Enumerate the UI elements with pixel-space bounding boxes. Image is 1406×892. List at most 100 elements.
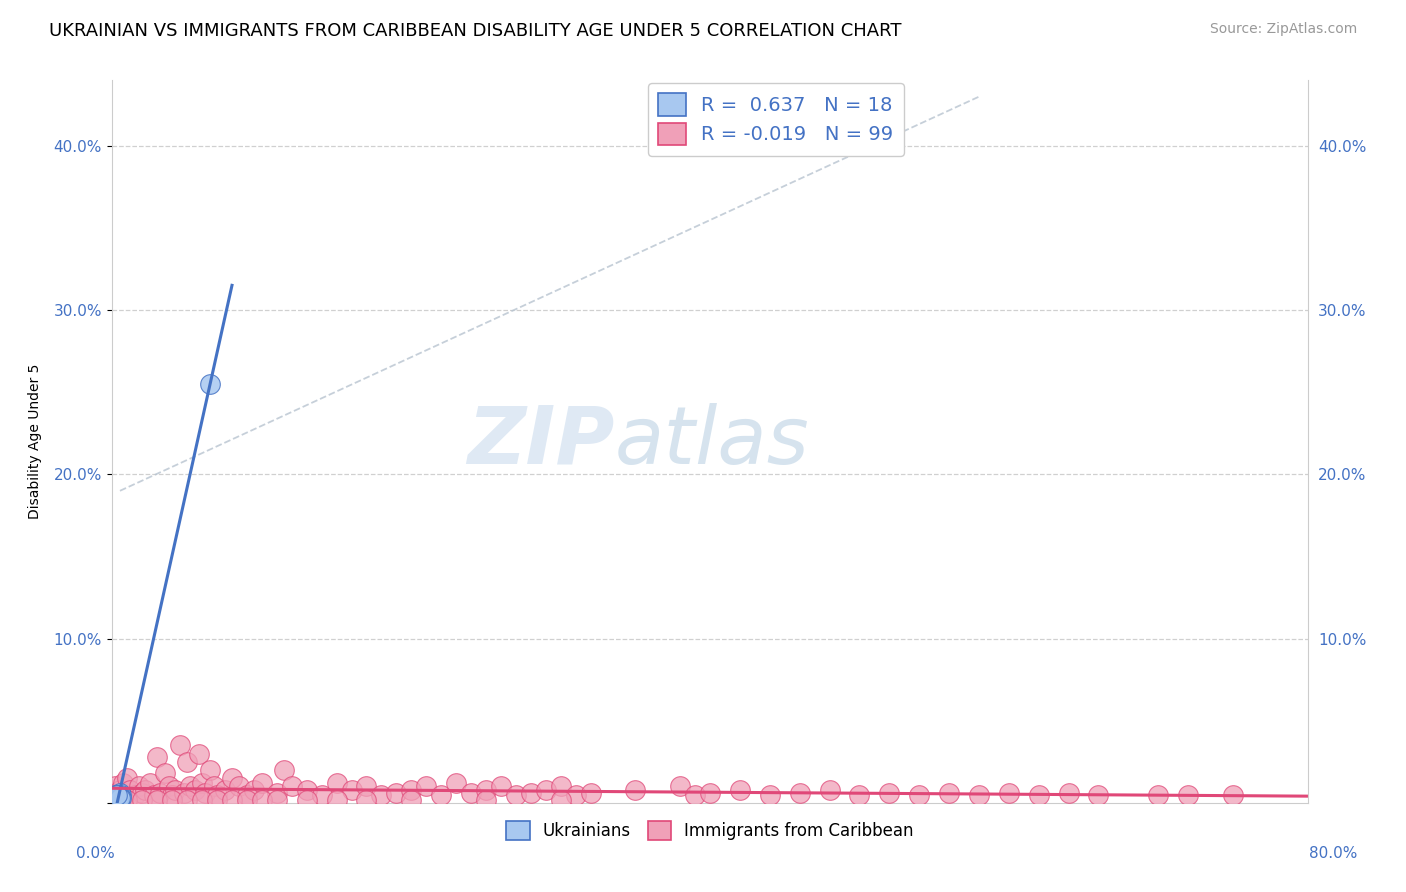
Point [848,788,870,802]
Point [107,789,129,804]
Point [385,786,408,800]
Point [108,786,131,800]
Point [107,790,129,805]
Point [460,786,482,800]
Point [250,792,273,806]
Text: ZIP: ZIP [467,402,614,481]
Point [105,790,128,805]
Point [1057,786,1080,800]
Point [131,792,153,806]
Point [356,792,378,806]
Point [131,786,153,800]
Point [789,786,811,800]
Point [110,790,132,805]
Point [475,792,498,806]
Point [205,792,228,806]
Point [108,790,131,805]
Point [169,739,191,753]
Point [157,780,180,794]
Point [998,786,1021,800]
Point [176,755,198,769]
Point [728,782,751,797]
Y-axis label: Disability Age Under 5: Disability Age Under 5 [28,364,42,519]
Point [183,782,205,797]
Text: UKRAINIAN VS IMMIGRANTS FROM CARIBBEAN DISABILITY AGE UNDER 5 CORRELATION CHART: UKRAINIAN VS IMMIGRANTS FROM CARIBBEAN D… [49,22,901,40]
Point [401,782,423,797]
Point [1087,788,1109,802]
Point [105,792,128,806]
Point [179,780,201,794]
Point [818,782,841,797]
Point [120,782,142,797]
Point [104,788,127,802]
Point [173,786,195,800]
Point [550,780,572,794]
Point [534,782,557,797]
Point [143,788,166,802]
Point [124,788,146,802]
Point [110,786,132,800]
Point [107,788,129,802]
Point [114,789,135,804]
Point [266,792,288,806]
Point [134,782,156,797]
Point [564,788,586,802]
Point [325,776,347,790]
Point [214,782,236,797]
Point [188,747,211,761]
Point [107,792,129,806]
Point [117,771,139,785]
Point [415,780,437,794]
Point [198,377,221,392]
Point [198,763,221,777]
Point [146,749,169,764]
Point [236,792,259,806]
Point [579,786,602,800]
Point [475,782,498,797]
Point [908,788,931,802]
Point [520,786,543,800]
Text: Source: ZipAtlas.com: Source: ZipAtlas.com [1209,22,1357,37]
Point [202,780,225,794]
Point [683,788,706,802]
Point [295,792,318,806]
Point [273,763,295,777]
Point [162,792,183,806]
Point [879,786,901,800]
Point [117,792,139,806]
Point [938,786,960,800]
Point [205,788,228,802]
Point [162,788,183,802]
Point [505,788,527,802]
Point [104,780,127,794]
Point [401,792,423,806]
Point [105,792,128,806]
Point [311,788,333,802]
Point [110,788,132,802]
Point [236,788,259,802]
Point [699,786,721,800]
Point [340,782,363,797]
Point [669,780,692,794]
Point [624,782,647,797]
Point [1028,788,1050,802]
Point [228,780,250,794]
Point [105,788,128,802]
Point [325,792,347,806]
Point [1177,788,1199,802]
Point [110,792,132,806]
Point [105,792,128,806]
Point [194,786,217,800]
Point [107,790,129,805]
Point [146,792,169,806]
Point [165,782,187,797]
Point [105,788,128,802]
Point [153,766,176,780]
Point [550,792,572,806]
Text: atlas: atlas [614,402,810,481]
Point [128,780,150,794]
Point [1147,788,1170,802]
Point [139,776,162,790]
Point [430,788,453,802]
Point [489,780,512,794]
